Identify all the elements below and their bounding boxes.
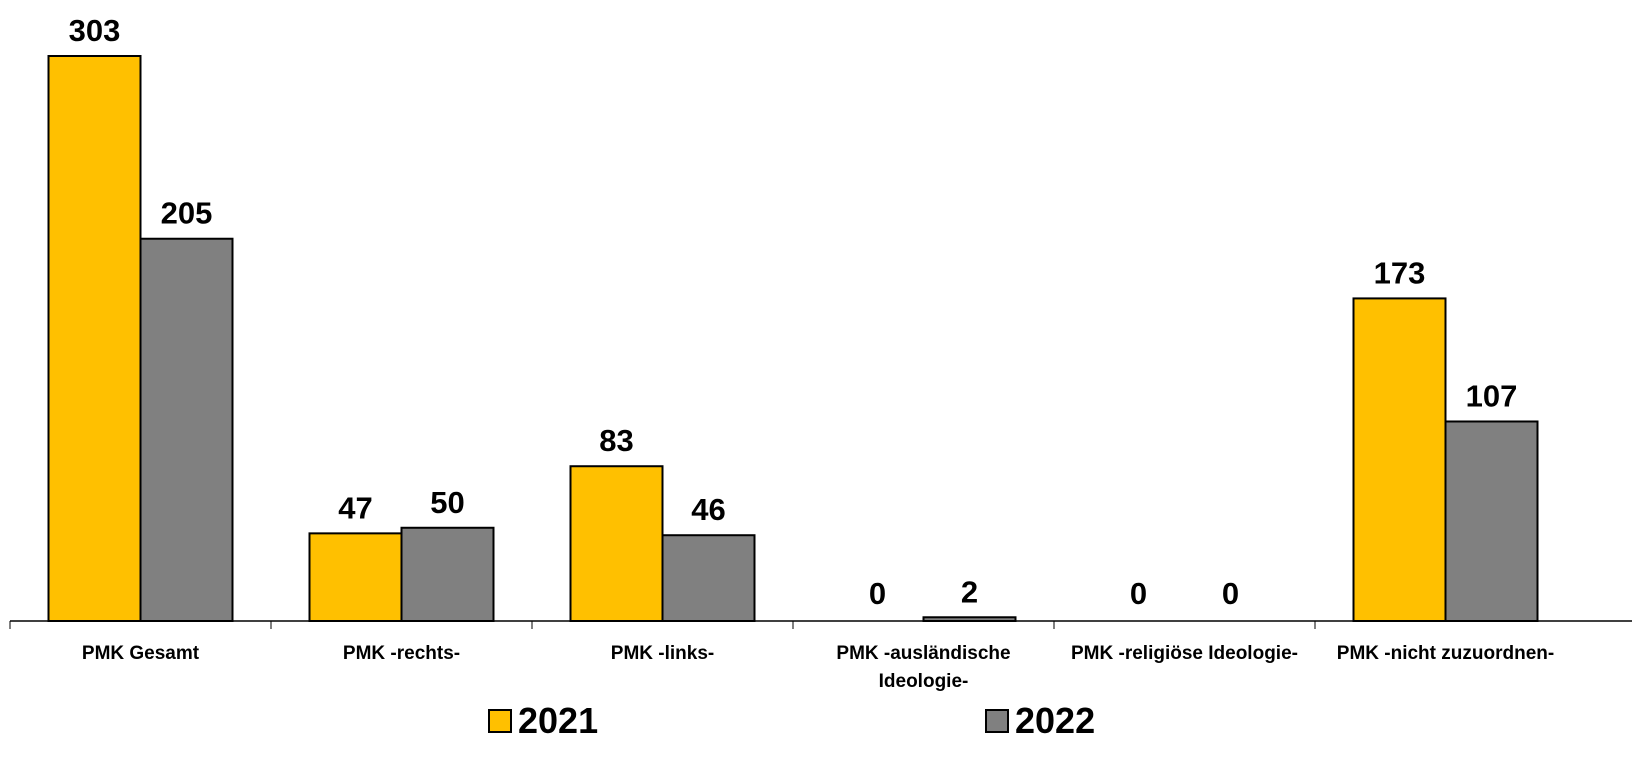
value-label-2022-pmk-ausländische-ideologie: 2 [961,574,978,609]
category-label-pmk-nicht-zuzuordnen: PMK -nicht zuzuordnen- [1337,643,1554,664]
value-label-2021-pmk-ausländische-ideologie: 0 [869,576,886,611]
bar-chart: 303 205 47 50 83 46 0 2 0 0 173 107 PMK Gesamt PMK -… [9,13,1632,692]
category-label-pmk-gesamt: PMK Gesamt [82,643,200,664]
bar-2022-pmk-gesamt [139,237,234,622]
bar-2021-pmk-rechts [308,532,403,623]
value-label-2021-pmk-religiöse-ideologie: 0 [1130,576,1147,611]
value-label-2022-pmk-rechts: 50 [430,485,464,520]
bar-2022-pmk-nicht-zuzuordnen [1444,420,1539,622]
bar-2021-pmk-gesamt [47,55,142,622]
legend-swatch-2022 [985,709,1009,733]
category-label-pmk-ausländische-ideologie: PMK -ausländische Ideologie- [836,643,1010,692]
value-label-2021-pmk-gesamt: 303 [69,13,121,48]
bar-2021-pmk-links [569,465,664,622]
value-label-2022-pmk-nicht-zuzuordnen: 107 [1466,378,1518,413]
bar-2022-pmk-rechts [400,526,495,623]
category-label-pmk-rechts: PMK -rechts- [343,643,460,664]
legend-item-2022: 2022 [985,700,1095,742]
value-label-2022-pmk-gesamt: 205 [161,196,213,231]
value-label-2021-pmk-nicht-zuzuordnen: 173 [1374,255,1426,290]
bar-2022-pmk-links [661,534,756,622]
value-label-2022-pmk-links: 46 [691,492,725,527]
value-label-2021-pmk-rechts: 47 [338,490,372,525]
value-labels-layer: 303 205 47 50 83 46 0 2 0 0 173 107 [69,13,1518,611]
category-labels-layer: PMK Gesamt PMK -rechts- PMK -links- PMK -au… [82,643,1554,692]
category-label-pmk-religiöse-ideologie: PMK -religiöse Ideologie- [1071,643,1298,664]
value-label-2021-pmk-links: 83 [599,423,633,458]
legend-swatch-2021 [488,709,512,733]
category-label-pmk-links: PMK -links- [611,643,714,664]
legend-label-2022: 2022 [1015,700,1096,741]
value-label-2022-pmk-religiöse-ideologie: 0 [1222,576,1239,611]
x-ticks-layer [9,621,1316,629]
legend-label-2021: 2021 [518,700,599,741]
bar-2021-pmk-nicht-zuzuordnen [1352,297,1447,622]
legend-item-2021: 2021 [488,700,598,742]
bars-layer [47,55,1539,623]
